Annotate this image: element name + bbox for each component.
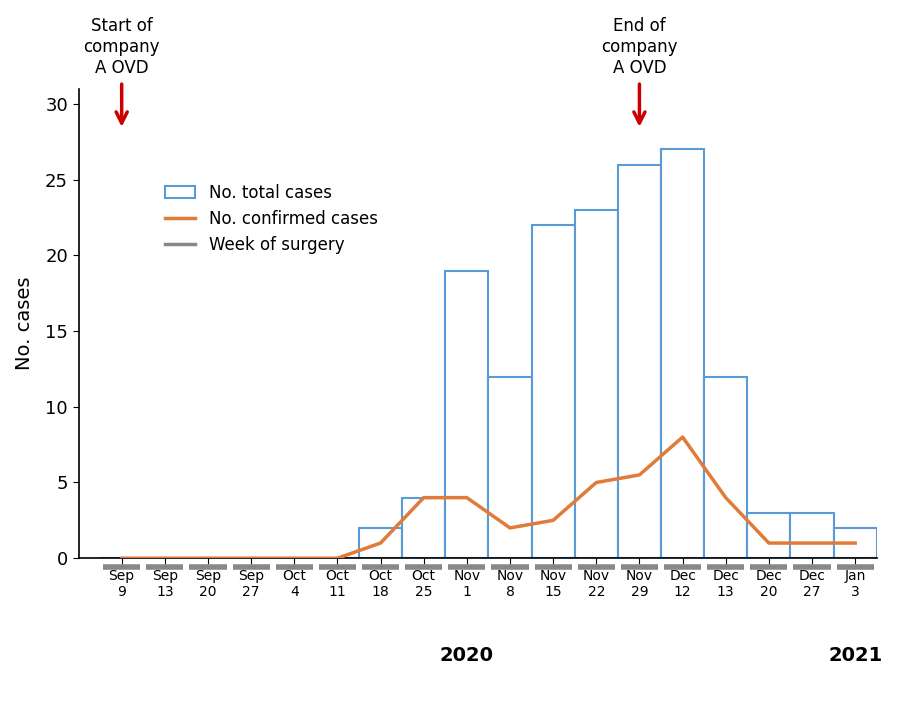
Text: Start of
company
A OVD: Start of company A OVD: [84, 17, 160, 77]
Bar: [359, 528, 402, 559]
Bar: [747, 513, 790, 559]
Bar: [790, 513, 833, 559]
Bar: [618, 164, 661, 559]
Text: 2021: 2021: [828, 646, 882, 665]
Text: End of
company
A OVD: End of company A OVD: [601, 17, 678, 77]
Bar: [661, 149, 704, 559]
Legend: No. total cases, No. confirmed cases, Week of surgery: No. total cases, No. confirmed cases, We…: [158, 177, 384, 261]
Bar: [704, 376, 747, 559]
Bar: [532, 225, 575, 559]
Bar: [446, 270, 489, 559]
Bar: [575, 210, 618, 559]
Bar: [489, 376, 532, 559]
Text: 2020: 2020: [440, 646, 494, 665]
Bar: [833, 528, 877, 559]
Y-axis label: No. cases: No. cases: [15, 277, 34, 370]
Bar: [402, 498, 446, 559]
